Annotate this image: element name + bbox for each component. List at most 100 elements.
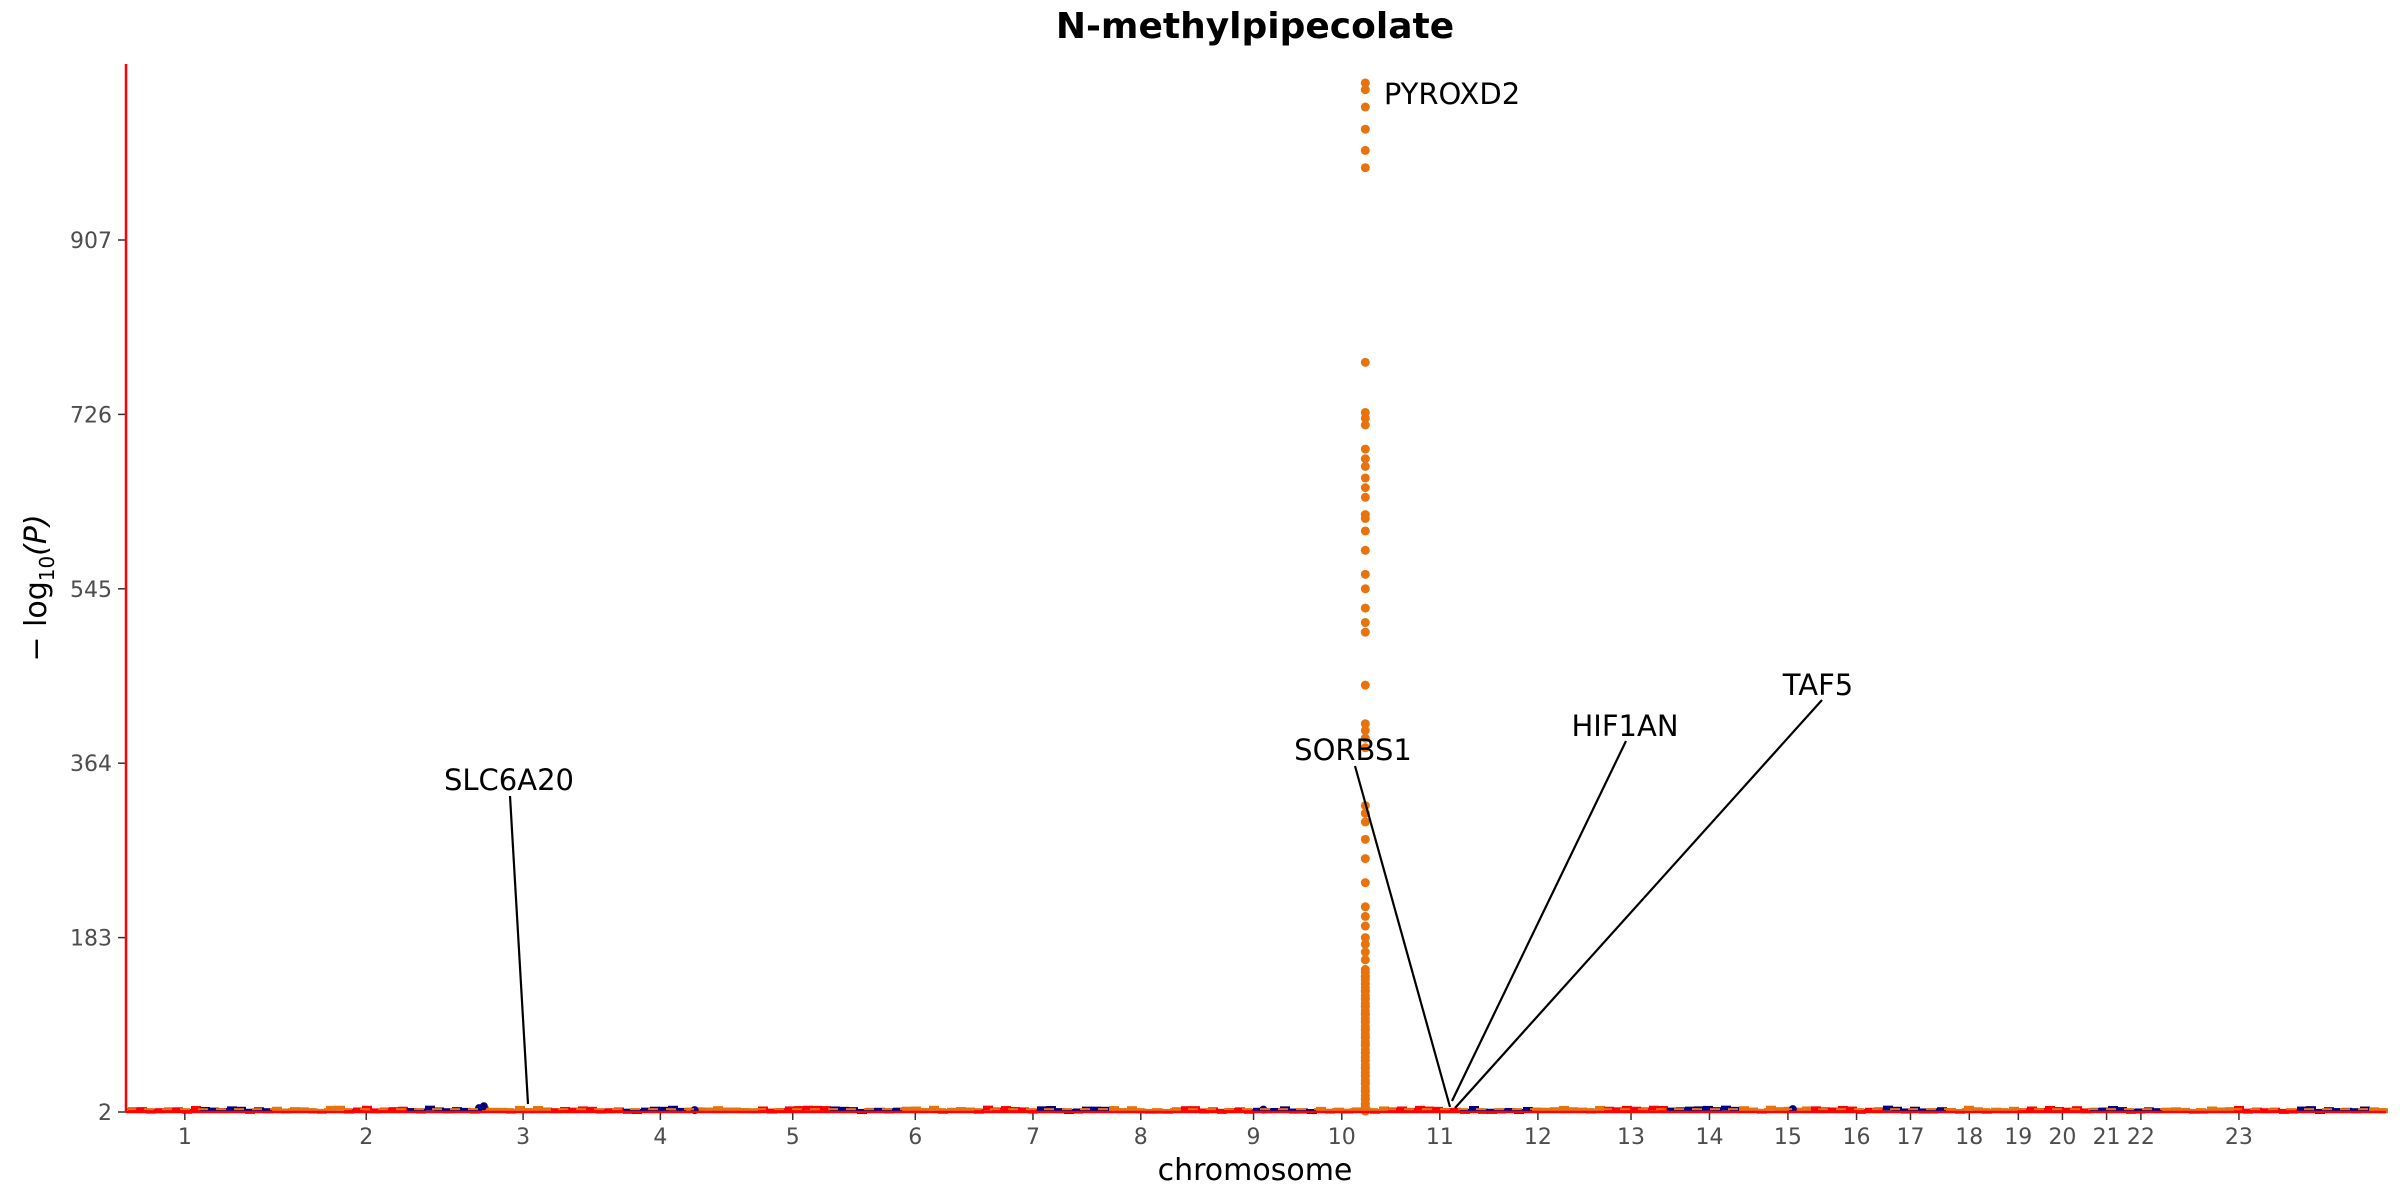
baseline-point [2090,1107,2100,1113]
baseline-point [1973,1107,1983,1113]
baseline-point [461,1107,471,1113]
baseline-point [2018,1108,2028,1114]
baseline-point [1991,1107,2001,1113]
highlight-point [1360,357,1370,367]
baseline-point [1415,1105,1425,1111]
baseline-point [1541,1107,1551,1113]
baseline-point [218,1108,228,1114]
gene-label: PYROXD2 [1384,77,1520,111]
highlight-point [1360,420,1370,430]
highlight-point [1360,526,1370,536]
baseline-point [1847,1106,1857,1112]
highlight-point [1360,78,1370,88]
y-tick-label: 726 [70,403,112,428]
gene-label: SLC6A20 [444,763,574,797]
highlight-point [1360,124,1370,134]
highlight-point [1360,902,1370,912]
baseline-point [227,1106,237,1112]
baseline-point [2036,1107,2046,1113]
baseline-point [1469,1106,1479,1112]
highlight-point [1360,473,1370,483]
baseline-point [488,1107,498,1113]
baseline-point [515,1105,525,1111]
x-tick-label: 11 [1426,1125,1454,1150]
baseline-point [1577,1107,1587,1113]
baseline-point [1946,1107,1956,1113]
highlight-point [1360,145,1370,155]
x-tick-label: 21 [2093,1125,2121,1150]
y-axis-title-suffix: (P) [19,514,54,556]
x-axis-title: chromosome [1158,1153,1353,1188]
baseline-point [1937,1107,1947,1113]
baseline-point [1226,1108,1236,1114]
highlight-point [1360,733,1370,743]
chart-title: N-methylpipecolate [1056,6,1454,47]
x-tick-label: 2 [359,1125,373,1150]
leader-line [1454,699,1823,1109]
baseline-point [2351,1108,2361,1114]
x-tick-label: 3 [516,1125,530,1150]
baseline-point [929,1105,939,1111]
x-tick-label: 1 [178,1125,192,1150]
baseline-point [1037,1106,1047,1112]
x-tick-label: 12 [1524,1125,1552,1150]
baseline-point [551,1108,561,1114]
x-tick-label: 18 [1955,1125,1983,1150]
baseline-point [1793,1107,1803,1113]
baseline-point [1739,1106,1749,1112]
baseline-point [2162,1107,2172,1113]
baseline-point [1505,1107,1515,1113]
y-tick-label: 907 [70,229,112,254]
baseline-point [2261,1108,2271,1114]
baseline-point [1775,1107,1785,1113]
highlight-point [1360,444,1370,454]
highlight-point [1360,102,1370,112]
y-axis-title-subscript: 10 [35,556,59,581]
highlight-point [1360,461,1370,471]
highlight-point [1360,933,1370,943]
baseline-point [2252,1107,2262,1113]
y-axis-ticks: 2 183 364 545 726 907 [70,229,126,1126]
baseline-point [173,1107,183,1113]
baseline-point [533,1106,543,1112]
baseline-point [740,1108,750,1114]
baseline-point [1091,1106,1101,1112]
baseline-point [2378,1108,2388,1114]
data-point [474,1104,483,1113]
baseline-point [299,1107,309,1113]
baseline-point [659,1106,669,1112]
highlight-point [1360,955,1370,965]
baseline-point [803,1105,813,1111]
baseline-point [587,1106,597,1112]
y-axis-title: − log10(P) [19,514,59,661]
baseline-point [920,1108,930,1114]
baseline-point [2225,1107,2235,1113]
baseline-point [1334,1107,1344,1113]
baseline-point [1703,1105,1713,1111]
baseline-point [1055,1108,1065,1114]
x-tick-label: 7 [1026,1125,1040,1150]
baseline-point [2207,1106,2217,1112]
baseline-point [263,1108,273,1114]
baseline-point [776,1108,786,1114]
baseline-point [2045,1105,2055,1111]
baseline-point [2171,1107,2181,1113]
baseline-point [1523,1106,1533,1112]
baseline-point [641,1107,651,1113]
baseline-point [1451,1107,1461,1113]
baseline-point [1811,1106,1821,1112]
baseline-point [425,1105,435,1111]
baseline-point [209,1107,219,1113]
baseline-point [2342,1107,2352,1113]
gene-label: TAF5 [1782,668,1853,702]
baseline-point [407,1108,417,1114]
baseline-point [2063,1107,2073,1113]
highlight-point [1360,878,1370,888]
x-tick-label: 13 [1617,1125,1645,1150]
baseline-point [1883,1105,1893,1111]
baseline-point [1397,1106,1407,1112]
baseline-point [1685,1106,1695,1112]
label-leader-lines [508,699,1823,1109]
baseline-point [443,1108,453,1114]
